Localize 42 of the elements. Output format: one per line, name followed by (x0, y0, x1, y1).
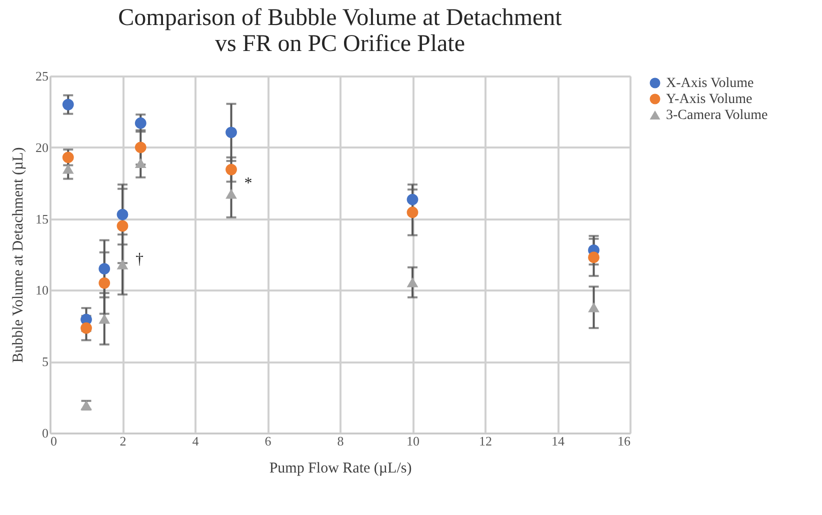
chart-title: Comparison of Bubble Volume at Detachment vs FR on PC Orifice Plate (118, 5, 562, 57)
point (116, 260, 128, 270)
point (98, 263, 110, 274)
x-tick-label: 12 (479, 434, 492, 448)
point (134, 158, 146, 168)
x-tick-label: 8 (337, 434, 344, 448)
point (62, 98, 74, 110)
point (98, 277, 110, 289)
x-tick-label: 10 (406, 434, 420, 448)
point (406, 194, 418, 206)
point (134, 142, 146, 154)
point (588, 252, 600, 264)
y-tick-label: 15 (36, 211, 48, 226)
point (406, 277, 418, 288)
point (226, 188, 237, 199)
x-tick-label: 14 (552, 434, 565, 448)
point (80, 322, 92, 334)
point (98, 314, 110, 324)
annotation: † (136, 250, 144, 268)
point (588, 302, 600, 312)
y-tick-label: 25 (36, 68, 48, 84)
point (62, 152, 74, 164)
point (406, 206, 418, 218)
y-tick-label: 5 (42, 354, 48, 370)
annotation: * (244, 175, 252, 192)
x-tick-label: 4 (192, 434, 200, 448)
point (134, 117, 146, 129)
y-tick-label: 20 (36, 140, 48, 155)
y-axis-title: Bubble Volume at Detachment (µL) (10, 147, 26, 363)
point (226, 126, 237, 138)
point (116, 220, 128, 232)
x-tick-label: 6 (264, 434, 272, 448)
legend-label: Y-Axis Volume (666, 92, 752, 107)
y-tick-label: 10 (36, 282, 48, 298)
x-axis-title: Pump Flow Rate (µL/s) (269, 460, 412, 476)
legend-label: 3-Camera Volume (666, 108, 768, 123)
point (226, 164, 237, 176)
point (116, 208, 128, 220)
legend-label: X-Axis Volume (666, 76, 754, 91)
point (62, 164, 74, 174)
x-tick-label: 16 (618, 434, 631, 448)
x-tick-label: 2 (120, 434, 126, 448)
